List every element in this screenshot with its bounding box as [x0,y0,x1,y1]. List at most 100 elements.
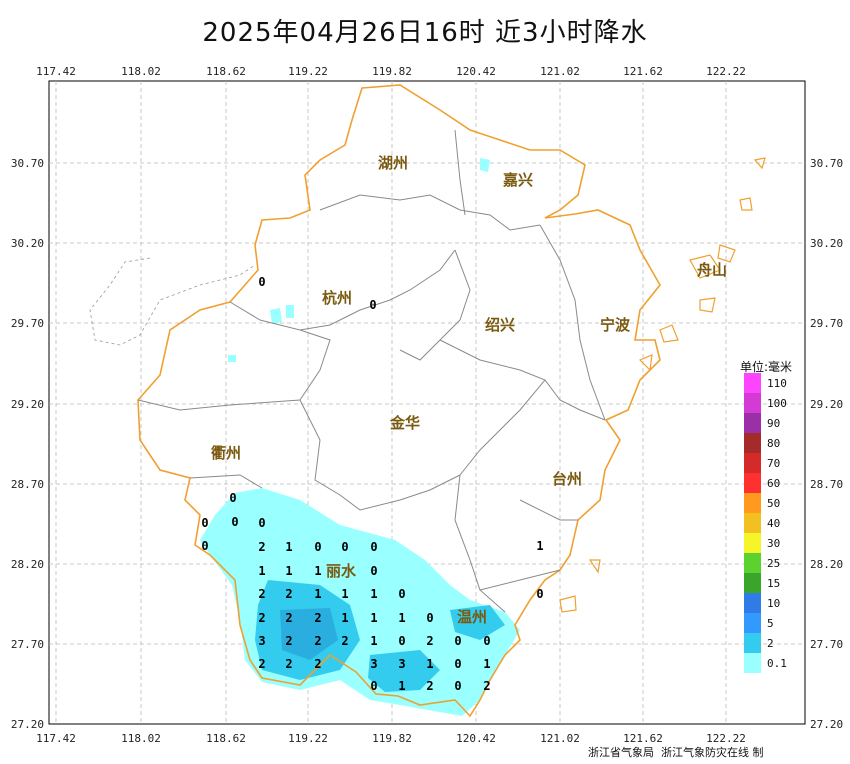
x-tick-label-top: 122.22 [706,65,746,78]
station-value: 2 [314,634,321,648]
legend-swatch [744,533,761,553]
map-title: 2025年04月26日16时 近3小时降水 [202,18,648,48]
x-ticks-top: 117.42 118.02 118.62 119.22 119.82 120.42 121.… [36,65,746,78]
legend-row: 50 [744,493,787,513]
y-ticks-left: 30.70 30.20 29.70 29.20 28.70 28.20 27.70 27.20 [11,157,44,731]
station-value: 0 [426,611,433,625]
station-value: 3 [258,634,265,648]
station-value: 1 [314,587,321,601]
x-tick-label-top: 119.22 [288,65,328,78]
province-boundary [137,84,661,718]
station-value: 0 [369,298,376,312]
legend-title: 单位:毫米 [740,360,793,374]
y-tick-label-left: 27.20 [11,718,44,731]
station-value: 1 [341,587,348,601]
x-tick-label-bottom: 120.42 [456,732,496,745]
station-value: 0 [398,634,405,648]
station-value: 2 [314,611,321,625]
legend-swatch [744,453,761,473]
city-label: 台州 [552,470,582,488]
y-ticks-right: 30.70 30.20 29.70 29.20 28.70 28.20 27.70 27.20 [810,157,843,731]
legend-row: 0.1 [744,653,787,673]
legend-row: 15 [744,573,787,593]
station-value: 2 [258,540,265,554]
station-value: 2 [258,611,265,625]
station-value: 2 [314,657,321,671]
city-label: 嘉兴 [502,171,533,189]
station-value: 2 [258,657,265,671]
legend-row: 60 [744,473,787,493]
x-tick-label-bottom: 121.62 [623,732,663,745]
station-value: 0 [314,540,321,554]
station-value: 0 [231,515,238,529]
legend-row: 40 [744,513,787,533]
y-tick-label-left: 28.20 [11,558,44,571]
legend: 110 100 90 80 70 60 50 40 30 25 15 10 5 2 0.1 [744,373,787,673]
neighbor-boundary [89,257,256,346]
legend-row: 25 [744,553,787,573]
legend-row: 30 [744,533,787,553]
station-value: 1 [370,634,377,648]
legend-swatch [744,513,761,533]
legend-swatch [744,653,761,673]
legend-row: 100 [744,393,787,413]
legend-swatch [744,573,761,593]
legend-label: 5 [767,616,774,630]
legend-row: 2 [744,633,787,653]
x-tick-label-bottom: 119.82 [372,732,412,745]
legend-label: 60 [767,476,781,490]
legend-label: 2 [767,636,774,650]
y-tick-label-right: 29.20 [810,398,843,411]
station-value: 2 [285,634,292,648]
y-tick-label-left: 29.20 [11,398,44,411]
station-value: 0 [258,275,265,289]
legend-label: 100 [767,396,787,410]
legend-swatch [744,553,761,573]
city-label: 湖州 [378,154,408,172]
station-value: 0 [201,516,208,530]
station-value: 1 [370,587,377,601]
y-tick-label-right: 27.20 [810,718,843,731]
station-value: 1 [370,611,377,625]
station-value: 2 [341,634,348,648]
station-value: 1 [285,564,292,578]
x-tick-label-top: 121.62 [623,65,663,78]
x-tick-label-top: 119.82 [372,65,412,78]
station-value: 0 [398,587,405,601]
legend-label: 10 [767,596,781,610]
station-value: 1 [536,539,543,553]
legend-swatch [744,413,761,433]
station-value: 2 [258,587,265,601]
legend-row: 110 [744,373,787,393]
legend-swatch [744,633,761,653]
station-value: 0 [454,634,461,648]
legend-label: 15 [767,576,781,590]
y-tick-label-right: 29.70 [810,317,843,330]
x-tick-label-top: 120.42 [456,65,496,78]
city-label: 绍兴 [485,316,515,334]
y-tick-label-left: 29.70 [11,317,44,330]
x-tick-label-bottom: 121.02 [540,732,580,745]
islands [559,157,766,613]
legend-label: 50 [767,496,781,510]
x-tick-label-top: 121.02 [540,65,580,78]
legend-label: 110 [767,376,787,390]
station-value: 1 [285,540,292,554]
city-label: 金华 [389,414,420,432]
legend-label: 40 [767,516,781,530]
y-tick-label-right: 30.20 [810,237,843,250]
y-tick-label-right: 28.70 [810,478,843,491]
legend-swatch [744,613,761,633]
legend-swatch [744,433,761,453]
station-value: 1 [398,679,405,693]
legend-swatch [744,493,761,513]
station-value: 2 [483,679,490,693]
station-value: 1 [426,657,433,671]
y-tick-label-right: 30.70 [810,157,843,170]
legend-label: 80 [767,436,781,450]
city-boundaries [137,129,606,613]
station-value: 0 [536,587,543,601]
y-tick-label-left: 30.70 [11,157,44,170]
